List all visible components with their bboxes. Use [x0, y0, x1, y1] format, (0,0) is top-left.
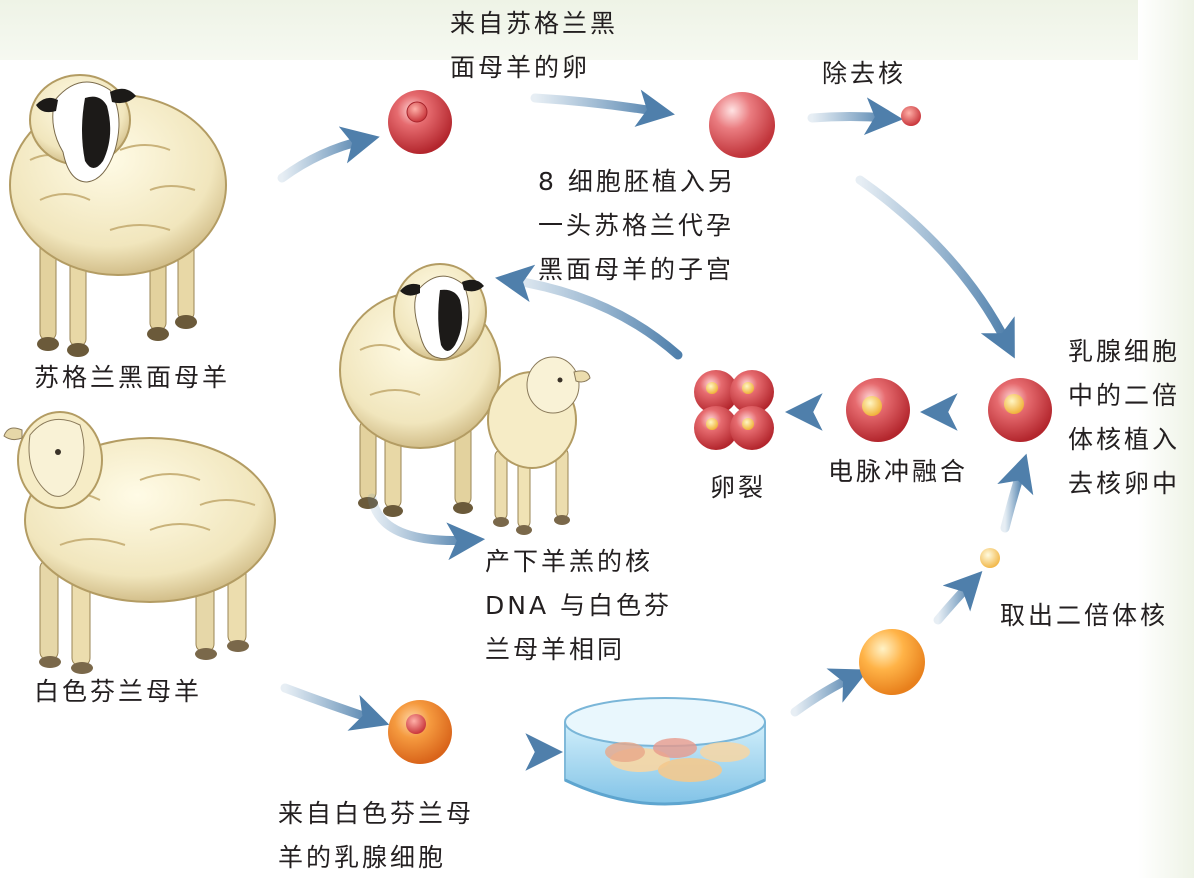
fused-egg-cell [988, 378, 1052, 442]
background-band-right [1138, 0, 1194, 878]
arrow-egg-to-enucleated [807, 97, 904, 136]
process-arrows [277, 89, 1034, 771]
arrow-scottish-to-egg [277, 126, 380, 183]
label-embryo-transfer: 8 细胞胚植入另 一头苏格兰代孕 黑面母羊的子宫 [538, 167, 736, 284]
arrow-cleavage-to-ewe [495, 264, 683, 360]
label-scottish-ewe: 苏格兰黑面母羊 [34, 363, 231, 392]
arrow-nucleus-up [997, 453, 1034, 533]
arrow-birth [367, 493, 486, 561]
label-mammary-source: 来自白色芬兰母 羊的乳腺细胞 [278, 799, 475, 872]
scottish-blackface-ewe [9, 74, 227, 357]
label-remove-nucleus: 除去核 [822, 59, 907, 88]
label-cleavage: 卵裂 [710, 473, 767, 502]
mammary-cell-finnish [388, 700, 452, 764]
label-extract-nucleus: 取出二倍体核 [1000, 601, 1169, 630]
fusion-cell [846, 378, 910, 442]
arrow-dish-to-cell [790, 668, 869, 717]
label-finnish-ewe: 白色芬兰母羊 [34, 677, 203, 706]
arrow-cell-to-nucleus [933, 571, 983, 625]
arrow-egg-to-egg [530, 89, 675, 127]
egg-cell-scottish [388, 90, 452, 154]
arrow-finnish-to-cell [280, 683, 390, 731]
background-band-top [0, 0, 1194, 60]
arrow-to-fused-cell [855, 175, 1015, 359]
egg-cell-uncleated [709, 92, 775, 158]
mammary-cell-large [859, 629, 925, 695]
label-egg-source: 来自苏格兰黑 面母羊的卵 [450, 9, 619, 82]
cleavage-cell [694, 370, 774, 450]
label-lamb-born: 产下羊羔的核 DNA 与白色芬 兰母羊相同 [485, 547, 673, 664]
surrogate-ewe-with-lamb [339, 263, 591, 535]
label-electric-fusion: 电脉冲融合 [828, 457, 969, 486]
culture-dish [564, 697, 766, 806]
removed-nucleus [901, 106, 921, 126]
white-finnish-ewe [3, 411, 276, 674]
label-nucleus-insert: 乳腺细胞 中的二倍 体核植入 去核卵中 [1068, 337, 1181, 498]
extracted-diploid-nucleus [980, 548, 1000, 568]
